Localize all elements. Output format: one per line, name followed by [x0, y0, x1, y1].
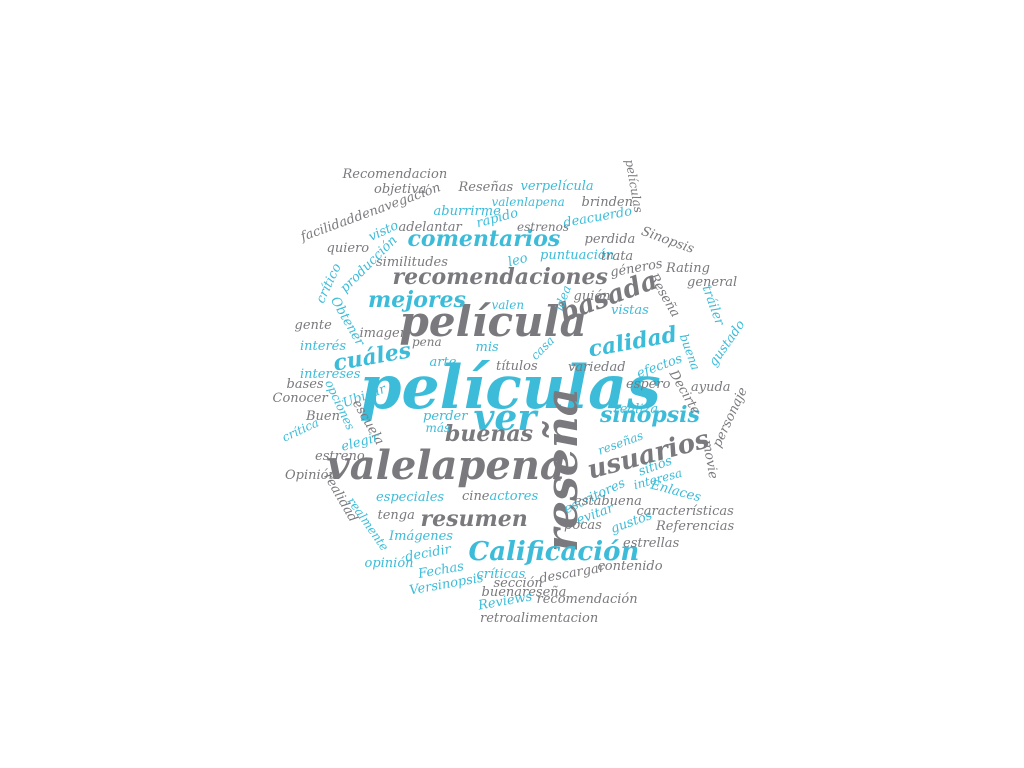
cloud-word: Enlaces — [648, 477, 702, 505]
cloud-word: variedad — [568, 359, 626, 375]
cloud-word: comentarios — [407, 226, 561, 252]
cloud-word: guión — [573, 288, 611, 304]
cloud-word: general — [687, 274, 738, 290]
cloud-word: Calificación — [468, 537, 640, 567]
cloud-word: valelapena — [326, 442, 566, 489]
cloud-word: Buen — [306, 408, 340, 424]
cloud-word: quiero — [326, 240, 370, 256]
cloud-word: Opinión — [285, 467, 337, 483]
cloud-word: tráiler — [698, 282, 727, 328]
cloud-word: recomendación — [536, 591, 638, 607]
cloud-word: mejores — [368, 287, 466, 313]
cloud-word: valenlapena — [491, 195, 565, 209]
cloud-word: vistas — [611, 302, 649, 318]
cloud-word: similitudes — [376, 254, 448, 270]
cloud-word: mis — [475, 339, 499, 355]
cloud-word: buenas — [445, 421, 534, 447]
cloud-word: puntuación — [540, 247, 615, 263]
cloud-word: Referencias — [656, 518, 735, 534]
cloud-word: bases — [286, 376, 324, 392]
cloud-word: perdida — [584, 231, 636, 247]
cloud-word: buenareseña — [481, 584, 567, 600]
cloud-word: brinden — [581, 194, 633, 210]
cloud-word: películas — [359, 353, 661, 423]
cloud-word: calidad — [585, 321, 679, 363]
cloud-word: gente — [294, 317, 332, 333]
cloud-word: aburrirme — [433, 203, 501, 219]
cloud-word: imagen — [359, 325, 409, 341]
cloud-word: títulos — [496, 358, 538, 374]
cloud-word: interés — [300, 338, 347, 354]
cloud-word: adelantar — [398, 219, 462, 235]
cloud-word: estreno — [315, 448, 365, 464]
cloud-word: Reseñas — [458, 179, 514, 195]
cloud-word: ayuda — [691, 379, 731, 395]
cloud-word: más — [425, 421, 451, 435]
cloud-word: actores — [489, 488, 539, 504]
cloud-word: verpelícula — [520, 178, 594, 194]
cloud-word: estrenos — [517, 220, 570, 234]
cloud-word: críticas — [476, 566, 526, 582]
cloud-word: Imágenes — [389, 528, 453, 544]
cloud-word: realiza — [613, 401, 659, 417]
cloud-word: pocas — [564, 517, 602, 533]
cloud-word: gustos — [608, 507, 654, 537]
cloud-word: intereses — [300, 366, 361, 382]
cloud-word: especiales — [376, 489, 445, 505]
cloud-word: tenga — [377, 507, 415, 523]
cloud-word: película — [399, 297, 587, 346]
cloud-word: contenido — [597, 558, 663, 574]
cloud-word: estrellas — [623, 535, 680, 551]
cloud-word: sección — [493, 575, 543, 591]
cloud-word: crítica — [279, 415, 321, 445]
cloud-word: Conocer — [272, 390, 328, 406]
cloud-word: trata — [601, 248, 634, 264]
cloud-word: opinión — [364, 555, 414, 571]
cloud-word: perder — [423, 408, 468, 424]
cloud-word: resumen — [420, 506, 528, 532]
cloud-word: recomendaciones — [392, 264, 608, 290]
cloud-word: Sinopsis — [638, 223, 696, 257]
cloud-word: características — [636, 503, 734, 519]
cloud-word: personaje — [709, 384, 751, 450]
cloud-word: ver — [473, 397, 537, 439]
cloud-word: Recomendacion — [342, 166, 448, 182]
cloud-word: espero — [626, 376, 671, 392]
cloud-word: Rating — [666, 260, 710, 276]
cloud-word: estábuena — [574, 493, 642, 509]
cloud-word: cine — [462, 488, 490, 504]
cloud-word: valen — [491, 298, 525, 312]
cloud-word: arte — [429, 354, 457, 370]
cloud-word: retroalimentacion — [480, 610, 599, 626]
cloud-word: pena — [412, 335, 442, 349]
cloud-word: sinopsis — [600, 402, 700, 428]
cloud-word: objetiva — [374, 181, 427, 197]
